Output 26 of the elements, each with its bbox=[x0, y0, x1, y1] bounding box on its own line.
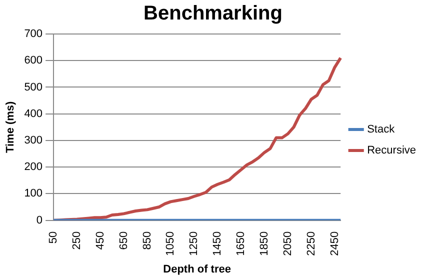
x-tick-label: 1250 bbox=[188, 231, 200, 256]
y-tick-label: 400 bbox=[24, 108, 43, 120]
x-tick-label: 2250 bbox=[305, 231, 318, 256]
x-tick-label: 1650 bbox=[235, 231, 248, 256]
x-tick-label: 2450 bbox=[328, 231, 341, 256]
x-tick-label: 50 bbox=[48, 231, 60, 244]
y-tick-label: 300 bbox=[24, 134, 43, 147]
legend-label: Stack bbox=[367, 124, 396, 136]
y-tick-label: 600 bbox=[24, 54, 43, 67]
x-axis-title: Depth of tree bbox=[163, 263, 231, 276]
x-tick-label: 650 bbox=[118, 231, 130, 250]
x-tick-label: 1450 bbox=[212, 231, 224, 256]
y-tick-label: 700 bbox=[24, 28, 43, 40]
y-axis-title: Time (ms) bbox=[4, 100, 17, 154]
y-tick-label: 0 bbox=[36, 214, 43, 226]
x-tick-label: 850 bbox=[141, 231, 154, 250]
x-tick-label: 1050 bbox=[164, 231, 177, 256]
y-tick-label: 200 bbox=[24, 161, 43, 174]
x-tick-label: 450 bbox=[94, 231, 106, 250]
x-tick-label: 2050 bbox=[282, 231, 294, 256]
y-tick-label: 100 bbox=[24, 188, 43, 200]
x-tick-label: 250 bbox=[71, 231, 84, 250]
legend-label: Recursive bbox=[367, 144, 416, 157]
y-tick-label: 500 bbox=[24, 81, 43, 94]
chart-title: Benchmarking bbox=[144, 2, 282, 25]
x-tick-label: 1850 bbox=[258, 231, 270, 256]
